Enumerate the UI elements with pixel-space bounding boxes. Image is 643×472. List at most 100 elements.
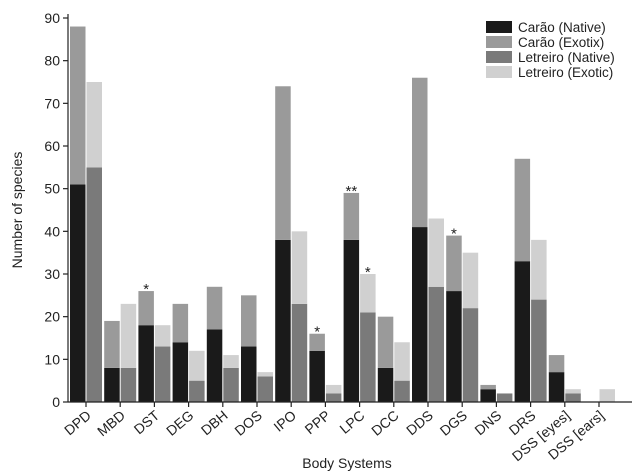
bar-dst-car-o-exotix- bbox=[138, 291, 154, 326]
bar-dss-eyes--letreiro-native- bbox=[565, 393, 581, 402]
y-tick-label: 80 bbox=[44, 53, 60, 69]
x-tick-label: DPD bbox=[61, 407, 94, 438]
bar-dds-car-o-exotix- bbox=[412, 77, 428, 228]
significance-marker: * bbox=[365, 264, 371, 281]
bar-dbh-letreiro-exotic- bbox=[223, 355, 239, 368]
bar-deg-letreiro-native- bbox=[189, 380, 205, 402]
x-tick-label: DCC bbox=[368, 407, 402, 439]
bar-dos-letreiro-exotic- bbox=[257, 372, 273, 377]
bar-lpc-car-o-native- bbox=[343, 239, 360, 402]
bar-dbh-car-o-native- bbox=[206, 329, 223, 402]
bar-ipo-letreiro-exotic- bbox=[291, 231, 308, 304]
legend-swatch bbox=[486, 66, 512, 78]
significance-marker: * bbox=[451, 226, 457, 243]
bar-drs-letreiro-exotic- bbox=[531, 239, 547, 300]
bar-dns-letreiro-native- bbox=[496, 393, 513, 402]
bar-dpd-letreiro-native- bbox=[86, 167, 102, 402]
bar-deg-car-o-exotix- bbox=[172, 303, 189, 343]
x-axis-label: Body Systems bbox=[302, 455, 391, 471]
bar-dpd-letreiro-exotic- bbox=[86, 82, 102, 168]
bar-dos-car-o-native- bbox=[241, 346, 257, 402]
bar-dst-car-o-native- bbox=[138, 325, 154, 402]
y-tick-label: 30 bbox=[44, 266, 60, 282]
bar-dcc-letreiro-native- bbox=[394, 380, 410, 402]
bar-deg-letreiro-exotic- bbox=[189, 350, 205, 381]
y-axis-label: Number of species bbox=[9, 152, 25, 269]
x-tick-label: LPC bbox=[336, 407, 367, 437]
bars-layer bbox=[70, 26, 615, 402]
x-tick-label: PPP bbox=[302, 407, 334, 437]
x-tick-label: MBD bbox=[94, 407, 128, 439]
y-tick-label: 0 bbox=[52, 394, 60, 410]
x-tick-label: DGS bbox=[437, 407, 471, 439]
bar-dds-letreiro-native- bbox=[428, 286, 444, 402]
bar-dbh-letreiro-native- bbox=[223, 367, 239, 402]
bar-ipo-car-o-native- bbox=[275, 239, 291, 402]
bar-dns-car-o-native- bbox=[480, 389, 496, 402]
bar-dgs-car-o-exotix- bbox=[446, 235, 462, 292]
bar-dcc-car-o-native- bbox=[377, 367, 394, 402]
x-tick-label: DNS bbox=[471, 407, 504, 438]
bar-dss-ears--letreiro-exotic- bbox=[599, 389, 615, 402]
bar-dst-letreiro-exotic- bbox=[154, 325, 171, 347]
legend-swatch bbox=[486, 21, 512, 33]
bar-dgs-letreiro-exotic- bbox=[462, 252, 479, 309]
bar-ipo-letreiro-native- bbox=[291, 303, 308, 402]
bar-ppp-car-o-exotix- bbox=[309, 333, 325, 351]
bar-lpc-letreiro-exotic- bbox=[360, 274, 376, 313]
bar-dst-letreiro-native- bbox=[154, 346, 171, 402]
bar-ipo-car-o-exotix- bbox=[275, 86, 291, 240]
legend-label: Letreiro (Native) bbox=[518, 50, 615, 65]
y-tick-label: 90 bbox=[44, 10, 60, 26]
significance-marker: * bbox=[143, 281, 149, 298]
bar-ppp-car-o-native- bbox=[309, 350, 325, 402]
bar-dos-letreiro-native- bbox=[257, 376, 273, 402]
y-tick-label: 10 bbox=[44, 351, 60, 367]
bar-dpd-car-o-exotix- bbox=[70, 26, 86, 185]
bar-dcc-car-o-exotix- bbox=[377, 316, 394, 368]
bar-dss-eyes--car-o-exotix- bbox=[548, 355, 565, 373]
bar-dos-car-o-exotix- bbox=[241, 295, 257, 347]
bar-drs-car-o-native- bbox=[514, 261, 531, 402]
legend-label: Letreiro (Exotic) bbox=[518, 65, 613, 80]
significance-marker: * bbox=[314, 324, 320, 341]
bar-dss-eyes--car-o-native- bbox=[548, 372, 565, 402]
bar-ppp-letreiro-native- bbox=[325, 393, 342, 402]
y-tick-label: 60 bbox=[44, 138, 60, 154]
bar-drs-car-o-exotix- bbox=[514, 158, 531, 262]
legend-swatch bbox=[486, 36, 512, 48]
legend-label: Carão (Exotix) bbox=[518, 35, 604, 50]
x-tick-label: DDS bbox=[403, 407, 436, 438]
bar-lpc-letreiro-native- bbox=[360, 312, 376, 402]
bar-dbh-car-o-exotix- bbox=[206, 286, 223, 330]
legend: Carão (Native)Carão (Exotix)Letreiro (Na… bbox=[486, 20, 615, 80]
bar-dds-car-o-native- bbox=[412, 227, 428, 402]
bar-dcc-letreiro-exotic- bbox=[394, 342, 410, 381]
y-tick-label: 20 bbox=[44, 309, 60, 325]
bar-dpd-car-o-native- bbox=[70, 184, 86, 402]
bar-dgs-letreiro-native- bbox=[462, 308, 479, 402]
legend-label: Carão (Native) bbox=[518, 20, 606, 35]
bar-dds-letreiro-exotic- bbox=[428, 218, 444, 287]
x-tick-label: DST bbox=[131, 407, 163, 438]
y-tick-label: 40 bbox=[44, 223, 60, 239]
bar-drs-letreiro-native- bbox=[531, 299, 547, 402]
bar-dns-car-o-exotix- bbox=[480, 384, 496, 390]
bar-ppp-letreiro-exotic- bbox=[325, 384, 342, 394]
y-tick-label: 70 bbox=[44, 95, 60, 111]
legend-swatch bbox=[486, 51, 512, 63]
x-tick-label: DBH bbox=[198, 407, 231, 438]
bar-dss-eyes--letreiro-exotic- bbox=[565, 389, 581, 394]
bar-mbd-car-o-native- bbox=[104, 367, 120, 402]
bar-mbd-car-o-exotix- bbox=[104, 320, 120, 368]
x-tick-label: IPO bbox=[270, 407, 299, 435]
y-tick-label: 50 bbox=[44, 181, 60, 197]
bar-deg-car-o-native- bbox=[172, 342, 189, 402]
bar-mbd-letreiro-native- bbox=[120, 367, 137, 402]
x-tick-label: DEG bbox=[163, 407, 197, 439]
bar-dgs-car-o-native- bbox=[446, 291, 462, 402]
bar-mbd-letreiro-exotic- bbox=[120, 303, 137, 368]
significance-marker: ** bbox=[346, 183, 358, 200]
bar-lpc-car-o-exotix- bbox=[343, 192, 360, 240]
